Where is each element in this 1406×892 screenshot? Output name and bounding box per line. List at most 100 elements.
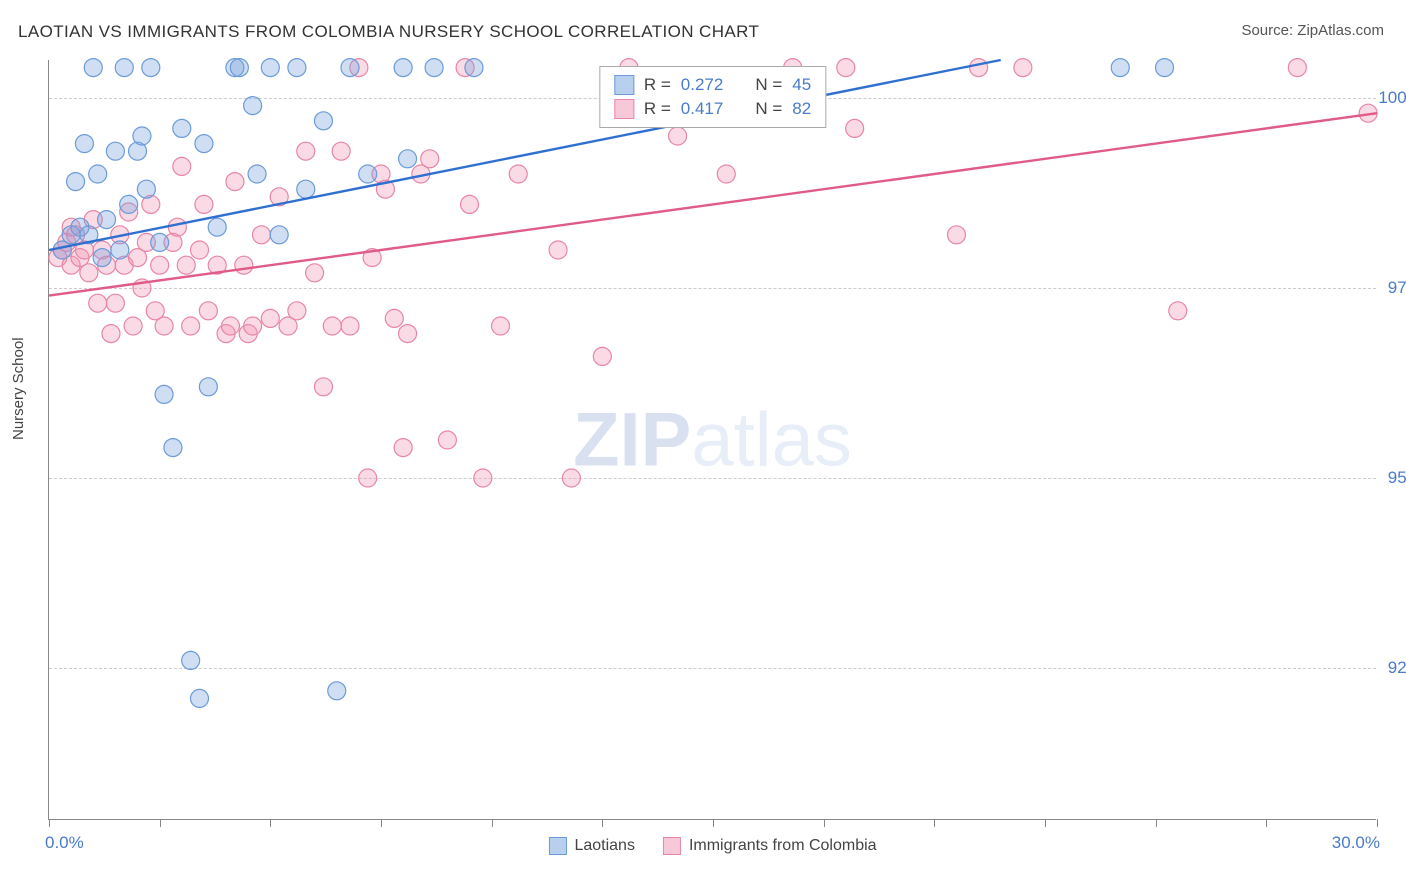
x-tick bbox=[492, 819, 493, 827]
data-point bbox=[80, 264, 98, 282]
data-point bbox=[115, 59, 133, 77]
data-point bbox=[261, 59, 279, 77]
data-point bbox=[717, 165, 735, 183]
x-tick bbox=[49, 819, 50, 827]
x-tick bbox=[602, 819, 603, 827]
data-point bbox=[328, 682, 346, 700]
x-tick bbox=[1156, 819, 1157, 827]
data-point bbox=[1111, 59, 1129, 77]
data-point bbox=[549, 241, 567, 259]
x-axis-max-label: 30.0% bbox=[1332, 833, 1380, 853]
data-point bbox=[199, 302, 217, 320]
x-tick bbox=[1266, 819, 1267, 827]
x-axis-min-label: 0.0% bbox=[45, 833, 84, 853]
data-point bbox=[288, 302, 306, 320]
data-point bbox=[562, 469, 580, 487]
data-point bbox=[106, 142, 124, 160]
data-point bbox=[93, 249, 111, 267]
data-point bbox=[168, 218, 186, 236]
data-point bbox=[151, 233, 169, 251]
x-tick bbox=[381, 819, 382, 827]
data-point bbox=[106, 294, 124, 312]
data-point bbox=[1169, 302, 1187, 320]
data-point bbox=[67, 173, 85, 191]
data-point bbox=[177, 256, 195, 274]
plot-area: ZIPatlas 92.5%95.0%97.5%100.0% 0.0% 30.0… bbox=[48, 60, 1376, 820]
data-point bbox=[270, 226, 288, 244]
data-point bbox=[970, 59, 988, 77]
x-tick bbox=[934, 819, 935, 827]
data-point bbox=[124, 317, 142, 335]
regression-line bbox=[49, 113, 1377, 295]
data-point bbox=[314, 378, 332, 396]
data-point bbox=[173, 157, 191, 175]
regression-line bbox=[49, 60, 1001, 250]
data-point bbox=[221, 317, 239, 335]
y-tick-label: 95.0% bbox=[1388, 468, 1406, 488]
x-tick bbox=[270, 819, 271, 827]
data-point bbox=[261, 309, 279, 327]
data-point bbox=[323, 317, 341, 335]
stats-n-label: N = bbox=[755, 99, 782, 119]
data-point bbox=[89, 165, 107, 183]
stats-r-value: 0.417 bbox=[681, 99, 724, 119]
y-axis-label: Nursery School bbox=[10, 337, 27, 440]
stats-legend-box: R = 0.272 N = 45R = 0.417 N = 82 bbox=[599, 66, 826, 128]
scatter-svg bbox=[49, 60, 1376, 819]
data-point bbox=[669, 127, 687, 145]
stats-row: R = 0.417 N = 82 bbox=[614, 97, 811, 121]
legend-label: Immigrants from Colombia bbox=[689, 837, 877, 855]
data-point bbox=[230, 59, 248, 77]
data-point bbox=[465, 59, 483, 77]
data-point bbox=[399, 150, 417, 168]
data-point bbox=[385, 309, 403, 327]
data-point bbox=[208, 218, 226, 236]
data-point bbox=[425, 59, 443, 77]
data-point bbox=[102, 325, 120, 343]
data-point bbox=[394, 59, 412, 77]
data-point bbox=[341, 317, 359, 335]
legend-item-colombia: Immigrants from Colombia bbox=[663, 837, 877, 855]
data-point bbox=[182, 651, 200, 669]
data-point bbox=[252, 226, 270, 244]
data-point bbox=[182, 317, 200, 335]
data-point bbox=[474, 469, 492, 487]
x-tick bbox=[1377, 819, 1378, 827]
data-point bbox=[244, 97, 262, 115]
data-point bbox=[155, 317, 173, 335]
data-point bbox=[394, 439, 412, 457]
data-point bbox=[1156, 59, 1174, 77]
data-point bbox=[155, 385, 173, 403]
data-point bbox=[75, 135, 93, 153]
data-point bbox=[199, 378, 217, 396]
data-point bbox=[98, 211, 116, 229]
stats-swatch-icon bbox=[614, 99, 634, 119]
data-point bbox=[297, 142, 315, 160]
stats-n-value: 45 bbox=[792, 75, 811, 95]
data-point bbox=[359, 469, 377, 487]
y-tick-label: 92.5% bbox=[1388, 658, 1406, 678]
stats-r-value: 0.272 bbox=[681, 75, 724, 95]
data-point bbox=[509, 165, 527, 183]
stats-n-value: 82 bbox=[792, 99, 811, 119]
data-point bbox=[438, 431, 456, 449]
data-point bbox=[111, 241, 129, 259]
data-point bbox=[173, 119, 191, 137]
data-point bbox=[593, 347, 611, 365]
stats-n-label: N = bbox=[755, 75, 782, 95]
data-point bbox=[314, 112, 332, 130]
data-point bbox=[195, 135, 213, 153]
legend-label: Laotians bbox=[574, 837, 635, 855]
data-point bbox=[195, 195, 213, 213]
data-point bbox=[248, 165, 266, 183]
data-point bbox=[492, 317, 510, 335]
data-point bbox=[164, 439, 182, 457]
data-point bbox=[191, 241, 209, 259]
stats-r-label: R = bbox=[644, 99, 671, 119]
data-point bbox=[297, 180, 315, 198]
data-point bbox=[947, 226, 965, 244]
data-point bbox=[399, 325, 417, 343]
data-point bbox=[89, 294, 107, 312]
data-point bbox=[191, 689, 209, 707]
data-point bbox=[235, 256, 253, 274]
